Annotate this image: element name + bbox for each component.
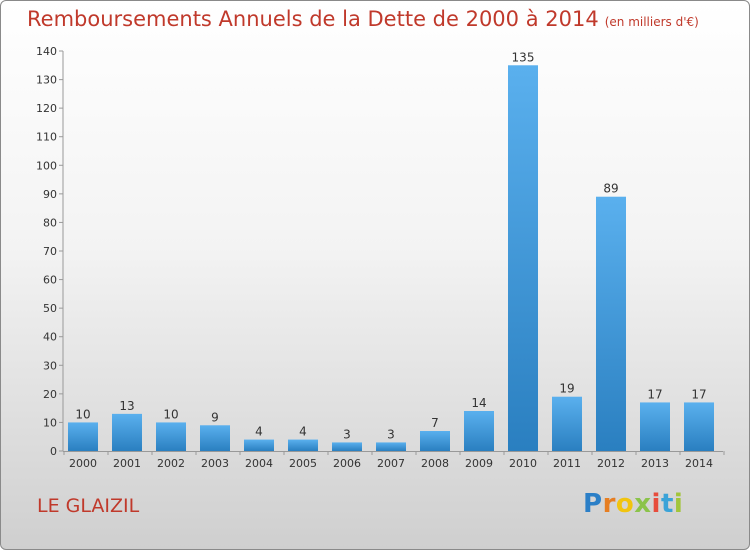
x-tick-label-2013: 2013 <box>641 457 669 470</box>
value-label-2001: 13 <box>119 399 134 413</box>
y-tick-label: 10 <box>43 416 57 429</box>
x-tick-label-2001: 2001 <box>113 457 141 470</box>
x-tick-label-2008: 2008 <box>421 457 449 470</box>
x-tick-label-2007: 2007 <box>377 457 405 470</box>
x-tick-label-2006: 2006 <box>333 457 361 470</box>
value-label-2014: 17 <box>691 387 706 401</box>
value-label-2010: 135 <box>512 50 535 64</box>
logo-letter: P <box>583 489 603 519</box>
x-tick-label-2011: 2011 <box>553 457 581 470</box>
chart-bars: 10 13 10 9 4 4 3 3 7 14 135 19 89 17 17 <box>68 50 714 452</box>
y-tick-label: 110 <box>36 131 57 144</box>
bar-2004 <box>244 439 274 451</box>
x-tick-label-2009: 2009 <box>465 457 493 470</box>
y-tick-label: 0 <box>50 445 57 458</box>
value-label-2012: 89 <box>603 182 618 196</box>
bar-2012 <box>596 196 626 451</box>
y-tick-label: 130 <box>36 74 57 87</box>
x-tick-label-2004: 2004 <box>245 457 273 470</box>
x-tick-label-2002: 2002 <box>157 457 185 470</box>
bar-2014 <box>684 402 714 451</box>
value-label-2007: 3 <box>387 427 395 441</box>
y-tick-label: 60 <box>43 274 57 287</box>
title-text: Remboursements Annuels de la Dette de 20… <box>27 7 599 31</box>
y-tick-label: 120 <box>36 102 57 115</box>
y-tick-label: 100 <box>36 159 57 172</box>
unit-label: (en milliers d'€) <box>604 15 699 29</box>
y-tick-label: 80 <box>43 216 57 229</box>
x-tick-label-2012: 2012 <box>597 457 625 470</box>
y-tick-label: 20 <box>43 388 57 401</box>
value-label-2004: 4 <box>255 425 263 439</box>
logo-letter: x <box>634 489 652 519</box>
bar-2002 <box>156 422 186 451</box>
value-label-2013: 17 <box>647 387 662 401</box>
logo-letter: i <box>651 489 661 519</box>
bar-2009 <box>464 411 494 451</box>
logo-letter: i <box>673 489 684 519</box>
bar-2010 <box>508 65 538 452</box>
value-label-2006: 3 <box>343 427 351 441</box>
y-tick-label: 40 <box>43 331 57 344</box>
bar-2001 <box>112 413 142 451</box>
y-tick-label: 90 <box>43 188 57 201</box>
bar-2005 <box>288 439 318 451</box>
value-label-2011: 19 <box>559 382 574 396</box>
value-label-2002: 10 <box>163 407 178 421</box>
value-label-2009: 14 <box>471 396 486 410</box>
y-tick-label: 30 <box>43 359 57 372</box>
bar-2006 <box>332 442 362 451</box>
bar-2000 <box>68 422 98 451</box>
logo-letter: o <box>615 489 635 519</box>
bar-2013 <box>640 402 670 451</box>
y-tick-label: 70 <box>43 245 57 258</box>
bar-2008 <box>420 431 450 451</box>
value-label-2005: 4 <box>299 425 307 439</box>
chart-title: Remboursements Annuels de la Dette de 20… <box>27 7 699 31</box>
y-tick-label: 140 <box>36 45 57 58</box>
y-tick-label: 50 <box>43 302 57 315</box>
bar-2007 <box>376 442 406 451</box>
x-tick-label-2010: 2010 <box>509 457 537 470</box>
x-tick-label-2005: 2005 <box>289 457 317 470</box>
x-tick-label-2000: 2000 <box>69 457 97 470</box>
proxiti-logo: Proxiti <box>583 489 683 519</box>
logo-letter: r <box>602 489 616 519</box>
bar-2003 <box>200 425 230 451</box>
bar-2011 <box>552 396 582 451</box>
chart-axes: 0 10 20 30 40 50 60 70 80 90 100 110 120 130 140 2000 20… <box>36 45 725 470</box>
x-tick-label-2014: 2014 <box>685 457 713 470</box>
logo-letter: t <box>660 489 674 519</box>
value-label-2000: 10 <box>75 407 90 421</box>
commune-name: LE GLAIZIL <box>37 495 140 517</box>
x-tick-label-2003: 2003 <box>201 457 229 470</box>
value-label-2008: 7 <box>431 416 439 430</box>
value-label-2003: 9 <box>211 410 219 424</box>
